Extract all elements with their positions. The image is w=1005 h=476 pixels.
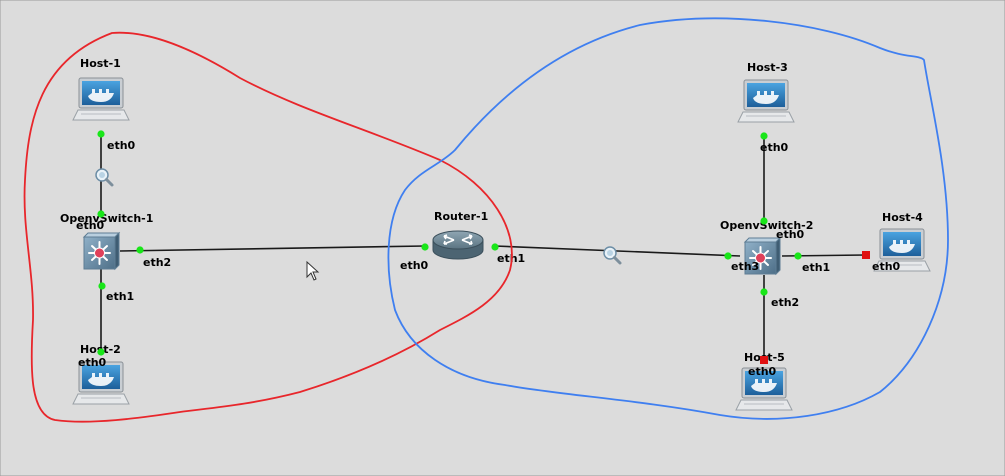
interface-label: eth1	[802, 261, 830, 274]
interface-label: eth0	[760, 141, 789, 154]
interface-label: eth0	[107, 139, 136, 152]
port-up-dot	[98, 282, 106, 290]
port-up-dot	[794, 252, 802, 260]
node-host-3[interactable]: Host-3	[737, 61, 795, 123]
links-layer	[100, 134, 867, 360]
node-label: Host-1	[80, 57, 121, 70]
docker-host-icon[interactable]	[72, 77, 130, 121]
node-router-1[interactable]: Router-1	[432, 210, 488, 260]
interface-label: eth0	[872, 260, 901, 273]
interface-label: eth0	[400, 259, 429, 272]
interface-label: eth2	[143, 256, 171, 269]
node-label: Host-3	[747, 61, 788, 74]
port-down-square	[760, 356, 768, 364]
node-label: OpenvSwitch-2	[720, 219, 813, 232]
node-host-1[interactable]: Host-1	[72, 57, 130, 121]
interface-label: eth0	[76, 219, 105, 232]
interface-label: eth0	[748, 365, 777, 378]
node-ovs-2[interactable]: OpenvSwitch-2	[720, 219, 813, 275]
port-up-dot	[97, 130, 105, 138]
annotation-outline-red	[23, 31, 513, 423]
port-up-dot	[491, 243, 499, 251]
port-up-dot	[760, 217, 768, 225]
port-up-dot	[421, 243, 429, 251]
interface-label: eth2	[771, 296, 799, 309]
interface-label: eth1	[106, 290, 134, 303]
node-label: OpenvSwitch-1	[60, 212, 153, 225]
node-host-4[interactable]: Host-4	[873, 211, 931, 272]
port-down-square	[862, 251, 870, 259]
mouse-cursor-icon	[306, 260, 320, 281]
link-ovs1-router1[interactable]	[119, 245, 426, 252]
router-icon[interactable]	[432, 230, 484, 260]
node-ovs-1[interactable]: OpenvSwitch-1	[60, 212, 153, 270]
port-up-dot	[97, 210, 105, 218]
switch-icon[interactable]	[83, 232, 120, 270]
port-up-dot	[724, 252, 732, 260]
node-label: Host-4	[882, 211, 923, 224]
interface-label: eth0	[776, 228, 805, 241]
port-status-layer	[97, 130, 870, 364]
port-up-dot	[760, 288, 768, 296]
node-label: Router-1	[434, 210, 488, 223]
port-up-dot	[760, 132, 768, 140]
docker-host-icon[interactable]	[737, 79, 795, 123]
interface-labels: eth0 eth0 eth2 eth1 eth0 eth0 eth1 eth0 …	[76, 139, 901, 378]
interface-label: eth0	[78, 356, 107, 369]
link-router1-ovs2[interactable]	[494, 245, 741, 257]
port-up-dot	[97, 348, 105, 356]
annotation-outline-blue	[387, 17, 949, 420]
port-up-dot	[136, 246, 144, 254]
interface-label: eth3	[731, 260, 759, 273]
